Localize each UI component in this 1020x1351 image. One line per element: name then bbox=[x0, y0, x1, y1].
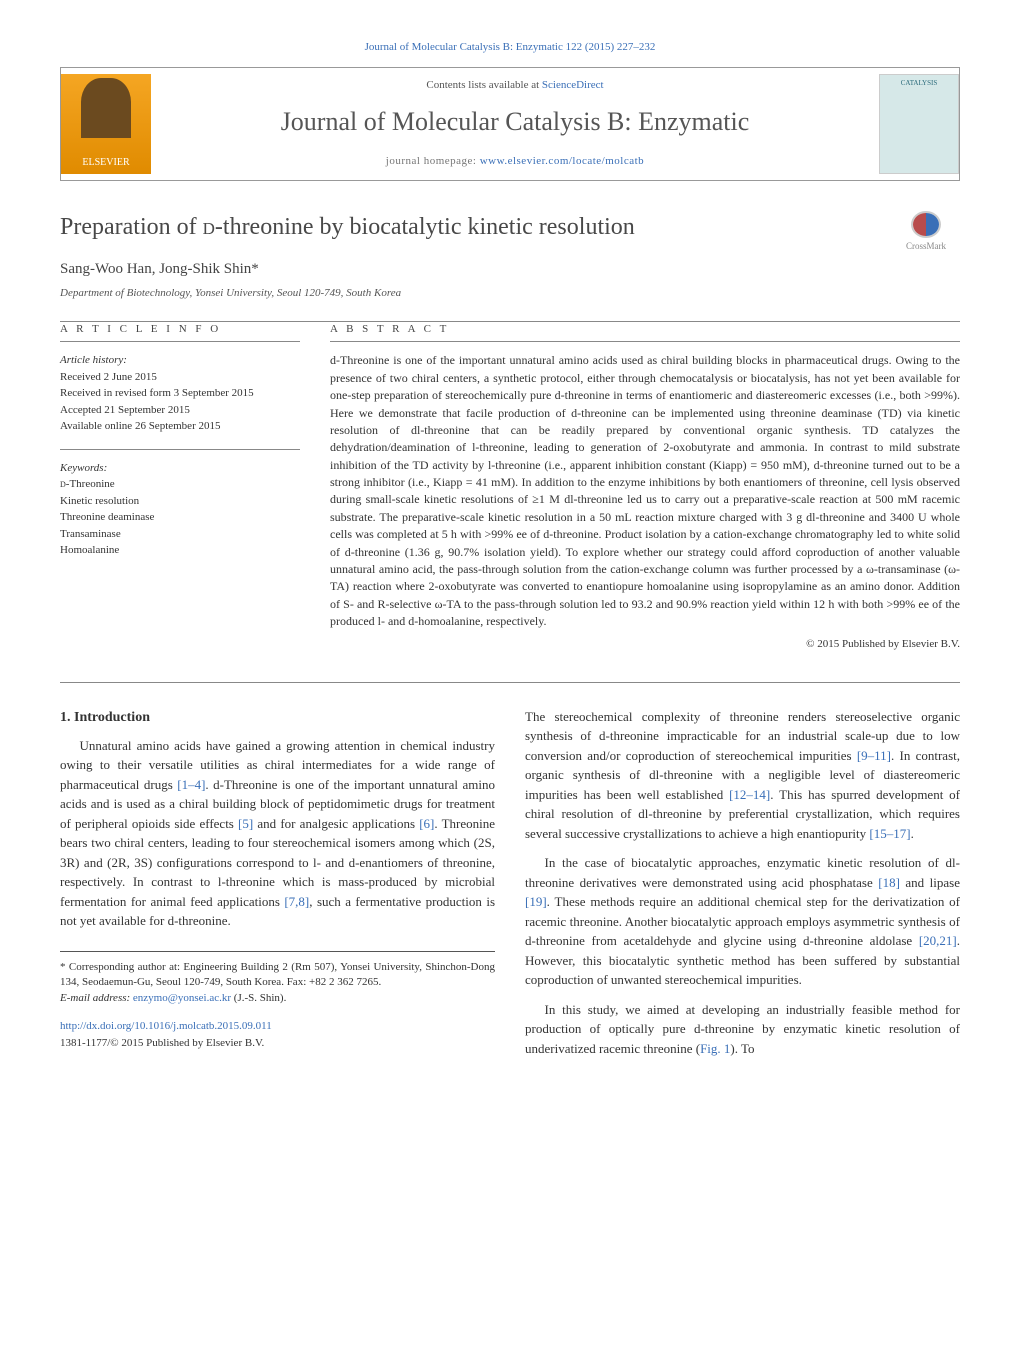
history-item: Received in revised form 3 September 201… bbox=[60, 387, 254, 399]
masthead: ELSEVIER Contents lists available at Sci… bbox=[60, 67, 960, 180]
crossmark-label: CrossMark bbox=[906, 240, 946, 253]
citation-link[interactable]: [20,21] bbox=[919, 933, 957, 948]
article-history-block: Article history: Received 2 June 2015 Re… bbox=[60, 352, 300, 435]
citation-link[interactable]: [15–17] bbox=[869, 826, 910, 841]
running-header: Journal of Molecular Catalysis B: Enzyma… bbox=[60, 40, 960, 55]
keywords-label: Keywords: bbox=[60, 462, 107, 474]
abstract-column: a b s t r a c t d-Threonine is one of th… bbox=[330, 322, 960, 652]
authors-names: Sang-Woo Han, Jong-Shik Shin bbox=[60, 261, 251, 277]
contents-line: Contents lists available at ScienceDirec… bbox=[161, 78, 869, 93]
text-run: and for analgesic applications bbox=[253, 816, 419, 831]
corresponding-mark: * bbox=[251, 261, 259, 277]
title-part-a: Preparation of bbox=[60, 214, 203, 240]
history-item: Available online 26 September 2015 bbox=[60, 420, 220, 432]
running-header-link[interactable]: Journal of Molecular Catalysis B: Enzyma… bbox=[365, 41, 656, 53]
text-run: . These methods require an additional ch… bbox=[525, 894, 960, 948]
homepage-prefix: journal homepage: bbox=[386, 155, 480, 167]
keyword: d-Threonine bbox=[60, 478, 115, 490]
cover-label: CATALYSIS bbox=[901, 79, 937, 89]
title-part-b: -threonine by biocatalytic kinetic resol… bbox=[215, 214, 635, 240]
info-abstract-row: a r t i c l e i n f o Article history: R… bbox=[60, 322, 960, 652]
figure-link[interactable]: Fig. 1 bbox=[700, 1041, 730, 1056]
keywords-block: Keywords: d-Threonine Kinetic resolution… bbox=[60, 460, 300, 559]
publisher-label: ELSEVIER bbox=[82, 156, 129, 170]
crossmark-icon bbox=[911, 211, 941, 238]
citation-link[interactable]: [18] bbox=[878, 875, 900, 890]
text-run: . bbox=[911, 826, 914, 841]
article-info-column: a r t i c l e i n f o Article history: R… bbox=[60, 322, 300, 652]
journal-title: Journal of Molecular Catalysis B: Enzyma… bbox=[161, 104, 869, 140]
crossmark-badge[interactable]: CrossMark bbox=[892, 211, 960, 253]
keyword: Homoalanine bbox=[60, 544, 119, 556]
keyword: Kinetic resolution bbox=[60, 495, 139, 507]
title-row: Preparation of d-threonine by biocatalyt… bbox=[60, 211, 960, 253]
paragraph: The stereochemical complexity of threoni… bbox=[525, 707, 960, 844]
elsevier-tree-icon bbox=[81, 78, 131, 138]
section-heading: 1. Introduction bbox=[60, 707, 495, 728]
citation-link[interactable]: [5] bbox=[238, 816, 253, 831]
citation-link[interactable]: [7,8] bbox=[284, 894, 309, 909]
citation-link[interactable]: [1–4] bbox=[177, 777, 205, 792]
email-label: E-mail address: bbox=[60, 992, 133, 1004]
divider bbox=[60, 682, 960, 683]
history-item: Accepted 21 September 2015 bbox=[60, 404, 190, 416]
paragraph: In this study, we aimed at developing an… bbox=[525, 1000, 960, 1059]
email-line: E-mail address: enzymo@yonsei.ac.kr (J.-… bbox=[60, 991, 495, 1006]
page-root: Journal of Molecular Catalysis B: Enzyma… bbox=[0, 0, 1020, 1108]
doi-link[interactable]: http://dx.doi.org/10.1016/j.molcatb.2015… bbox=[60, 1020, 272, 1032]
masthead-center: Contents lists available at ScienceDirec… bbox=[151, 68, 879, 179]
publisher-logo: ELSEVIER bbox=[61, 74, 151, 174]
journal-homepage: journal homepage: www.elsevier.com/locat… bbox=[161, 154, 869, 169]
body-text: 1. Introduction Unnatural amino acids ha… bbox=[60, 707, 960, 1069]
paragraph: In the case of biocatalytic approaches, … bbox=[525, 853, 960, 990]
citation-link[interactable]: [6] bbox=[419, 816, 434, 831]
citation-link[interactable]: [12–14] bbox=[729, 787, 770, 802]
text-run: ). To bbox=[730, 1041, 754, 1056]
email-suffix: (J.-S. Shin). bbox=[234, 992, 287, 1004]
journal-cover-thumbnail: CATALYSIS bbox=[879, 74, 959, 174]
footnotes: * Corresponding author at: Engineering B… bbox=[60, 951, 495, 1006]
issn-copyright: 1381-1177/© 2015 Published by Elsevier B… bbox=[60, 1037, 264, 1049]
title-smallcaps: d bbox=[203, 214, 215, 240]
history-label: Article history: bbox=[60, 354, 127, 366]
citation-link[interactable]: [9–11] bbox=[857, 748, 891, 763]
email-link[interactable]: enzymo@yonsei.ac.kr bbox=[133, 992, 231, 1004]
authors-line: Sang-Woo Han, Jong-Shik Shin* bbox=[60, 259, 960, 280]
article-title: Preparation of d-threonine by biocatalyt… bbox=[60, 211, 892, 245]
article-info-heading: a r t i c l e i n f o bbox=[60, 322, 300, 342]
divider bbox=[60, 449, 300, 450]
doi-block: http://dx.doi.org/10.1016/j.molcatb.2015… bbox=[60, 1018, 495, 1051]
keyword: Transaminase bbox=[60, 528, 121, 540]
paragraph: Unnatural amino acids have gained a grow… bbox=[60, 736, 495, 931]
history-item: Received 2 June 2015 bbox=[60, 371, 157, 383]
text-run: and lipase bbox=[900, 875, 960, 890]
abstract-text: d-Threonine is one of the important unna… bbox=[330, 352, 960, 630]
corresponding-author-note: * Corresponding author at: Engineering B… bbox=[60, 960, 495, 991]
sciencedirect-link[interactable]: ScienceDirect bbox=[542, 79, 604, 91]
abstract-heading: a b s t r a c t bbox=[330, 322, 960, 342]
abstract-copyright: © 2015 Published by Elsevier B.V. bbox=[330, 637, 960, 652]
homepage-link[interactable]: www.elsevier.com/locate/molcatb bbox=[480, 155, 644, 167]
contents-prefix: Contents lists available at bbox=[426, 79, 541, 91]
citation-link[interactable]: [19] bbox=[525, 894, 547, 909]
affiliation: Department of Biotechnology, Yonsei Univ… bbox=[60, 286, 960, 301]
keyword: Threonine deaminase bbox=[60, 511, 154, 523]
